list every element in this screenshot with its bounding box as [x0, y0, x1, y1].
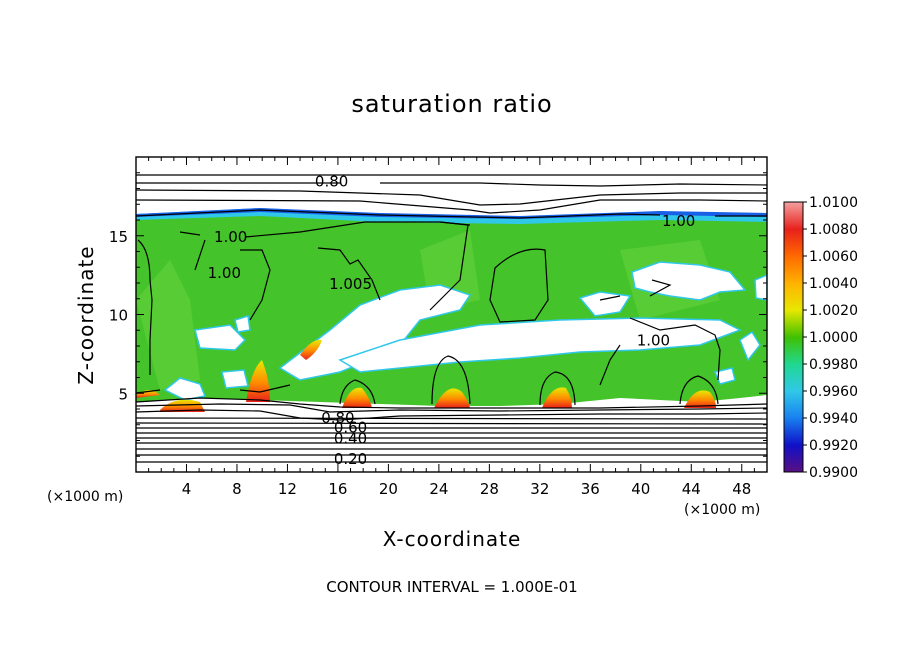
- contour-label: 1.005: [329, 275, 372, 293]
- colorbar-segment: [784, 418, 803, 446]
- x-tick-label: 40: [631, 480, 650, 498]
- contour-label: 1.00: [214, 228, 247, 246]
- colorbar-label: 0.9960: [809, 384, 858, 400]
- x-tick-label: 20: [379, 480, 398, 498]
- x-tick-label: 4: [182, 480, 192, 498]
- colorbar-label: 0.9900: [809, 465, 858, 481]
- contour-label: 0.80: [321, 409, 354, 427]
- y-tick-label: 10: [109, 307, 128, 325]
- colorbar-label: 1.0100: [809, 195, 858, 211]
- colorbar-segment: [784, 229, 803, 257]
- colorbar-segment: [784, 337, 803, 365]
- plot-frame: [135, 156, 768, 473]
- contour-lines: [136, 174, 767, 463]
- contour-interval-note: CONTOUR INTERVAL = 1.000E-01: [326, 578, 578, 596]
- contour-label: 0.20: [334, 450, 367, 468]
- contour-label: 0.60: [334, 418, 367, 436]
- colorbar-label: 1.0060: [809, 249, 858, 265]
- contour-label-layer: 0.801.001.001.0051.001.000.800.600.400.2…: [208, 173, 696, 468]
- colorbar-segment: [784, 391, 803, 419]
- x-tick-label: 32: [530, 480, 549, 498]
- subsaturated-regions: [163, 261, 767, 401]
- colorbar-segment: [784, 445, 803, 473]
- colorbar-label: 0.9940: [809, 411, 858, 427]
- saturated-texture: [136, 230, 720, 390]
- colorbar-label: 1.0000: [809, 330, 858, 346]
- x-tick-label: 48: [732, 480, 751, 498]
- colorbar-label: 1.0020: [809, 303, 858, 319]
- contour-label: 0.80: [315, 173, 348, 191]
- contour-label: 1.00: [208, 264, 241, 282]
- colorbar-segment: [784, 364, 803, 392]
- colorbar-label: 1.0040: [809, 276, 858, 292]
- contour-label: 1.00: [637, 332, 670, 350]
- x-axis-label: X-coordinate: [382, 527, 522, 551]
- x-tick-label: 12: [278, 480, 297, 498]
- colorbar: 1.0100 1.0080 1.0060 1.0040 1.0020 1.0000 0.99…: [783, 195, 858, 481]
- contour-label: 1.00: [662, 212, 695, 230]
- y-tick-label: 15: [109, 228, 128, 246]
- colorbar-segment: [784, 202, 803, 230]
- x-tick-label: 8: [232, 480, 242, 498]
- x-tick-label: 24: [429, 480, 448, 498]
- y-tick-label: 5: [118, 385, 128, 403]
- contour-label: 0.40: [334, 429, 367, 447]
- colorbar-label: 0.9980: [809, 357, 858, 373]
- x-tick-label: 44: [682, 480, 701, 498]
- x-tick-label: 28: [480, 480, 499, 498]
- chart-title: saturation ratio: [351, 90, 553, 118]
- x-tick-label: 16: [328, 480, 347, 498]
- colorbar-segment: [784, 283, 803, 311]
- colorbar-label: 0.9920: [809, 438, 858, 454]
- colorbar-segment: [784, 256, 803, 284]
- colorbar-segment: [784, 310, 803, 338]
- x-unit-label-right: (×1000 m): [684, 502, 761, 518]
- colorbar-label: 1.0080: [809, 222, 858, 238]
- cloud-top-fringe-blue: [136, 208, 767, 219]
- x-tick-label: 36: [581, 480, 600, 498]
- x-unit-label-left: (×1000 m): [47, 489, 124, 505]
